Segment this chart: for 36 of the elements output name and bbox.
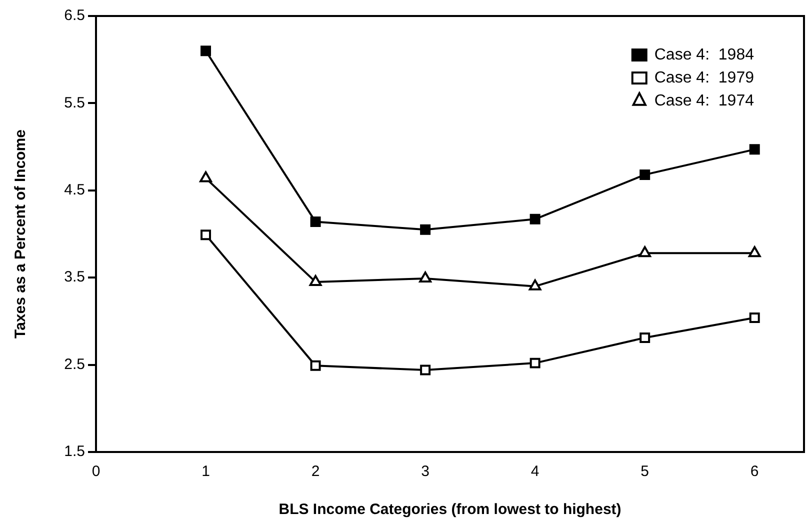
x-tick-label: 1 [202,463,210,480]
x-axis-title: BLS Income Categories (from lowest to highest) [278,501,622,518]
legend-label: Case 4: 1974 [654,92,754,110]
point [200,230,212,240]
y-tick-label: 3.5 [64,268,85,286]
point [640,169,650,180]
y-tick-label: 4.5 [64,182,85,199]
point [528,279,542,290]
legend-label: Case 4: 1984 [654,46,754,64]
point [310,216,321,228]
y-tick-label: 1.5 [64,443,85,460]
y-tick-label: 2.5 [64,356,85,373]
legend-label: Case 4: 1979 [654,69,754,86]
point [640,332,650,344]
point [638,246,652,258]
x-tick-label: 0 [92,463,100,480]
point [419,271,432,282]
point [530,214,540,224]
point [309,274,322,286]
x-tick-label: 2 [311,463,320,480]
point [530,358,540,368]
x-tick-label: 4 [530,463,540,480]
point [420,364,431,376]
point [748,246,761,258]
y-axis-title: Taxes as a Percent of Income [12,130,30,338]
point [310,360,321,371]
x-tick-label: 5 [640,463,650,480]
x-tick-label: 6 [750,463,759,480]
point [749,312,760,323]
point [200,46,212,56]
y-tick-label: 6.5 [64,7,85,24]
x-tick-label: 3 [421,463,430,480]
point [420,224,431,235]
point [200,171,212,182]
point [749,144,760,155]
y-tick-label: 5.5 [64,94,85,112]
